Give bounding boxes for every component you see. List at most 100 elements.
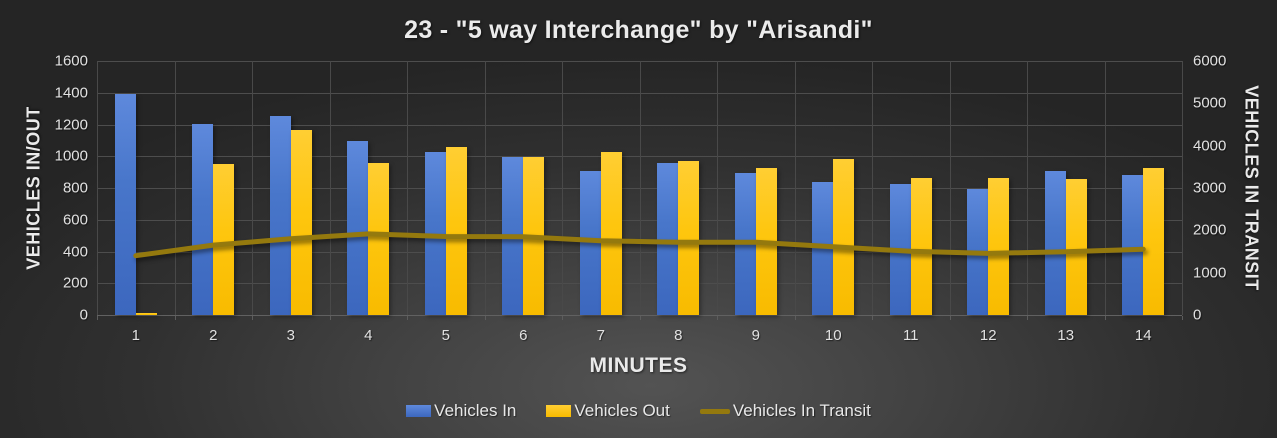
x-gridline xyxy=(872,61,873,315)
right-tick-label: 0 xyxy=(1193,306,1202,324)
x-tick-label: 12 xyxy=(979,327,997,344)
vehicles-in-bar xyxy=(579,170,601,315)
x-axis-tickmark xyxy=(1182,316,1183,320)
x-axis-tickmark xyxy=(639,316,641,320)
x-gridline xyxy=(562,61,563,315)
x-axis-tickmark xyxy=(949,316,951,320)
left-tick-label: 400 xyxy=(62,243,88,260)
x-gridline xyxy=(794,61,796,315)
right-tick-label: 6000 xyxy=(1193,52,1227,70)
x-tick-label: 7 xyxy=(596,327,605,344)
right-tick-label: 1000 xyxy=(1193,264,1227,282)
left-tick-label: 0 xyxy=(79,306,88,324)
vehicles-in-bar xyxy=(812,182,834,315)
vehicles-out-bar xyxy=(988,178,1010,315)
x-axis-line xyxy=(97,315,1182,316)
x-axis-tickmark xyxy=(407,316,408,320)
x-gridline xyxy=(329,61,331,315)
chart-title: 23 - "5 way Interchange" by "Arisandi" xyxy=(404,16,873,44)
x-axis-tickmark xyxy=(484,316,486,320)
x-axis-tickmark xyxy=(1027,316,1028,320)
vehicles-out-bar xyxy=(445,146,467,315)
x-axis-tick-labels: 1 2 3 4 5 6 7 8 9 10 11 12 13 14 xyxy=(97,327,1182,345)
x-gridline xyxy=(97,61,98,315)
x-axis-tickmark xyxy=(329,316,331,320)
legend-item-vehicles-in-transit: Vehicles In Transit xyxy=(699,401,871,421)
left-tick-label: 800 xyxy=(62,179,88,197)
x-tick-label: 4 xyxy=(364,327,373,344)
vehicles-out-bar xyxy=(910,178,932,315)
left-tick-label: 200 xyxy=(62,274,88,292)
legend-line-swatch-icon xyxy=(699,408,730,414)
x-axis-tickmark xyxy=(252,316,253,320)
right-tick-label: 2000 xyxy=(1193,221,1227,239)
left-axis-tick-labels: 0 200 400 600 800 1000 1200 1400 1600 xyxy=(38,53,88,324)
right-tick-label: 5000 xyxy=(1193,94,1227,112)
x-tick-label: 1 xyxy=(131,327,140,344)
vehicles-out-bar xyxy=(1065,179,1087,315)
left-tick-label: 1600 xyxy=(54,52,88,70)
vehicles-in-bar xyxy=(1122,174,1144,315)
x-gridline xyxy=(484,61,486,315)
vehicles-in-transit-line xyxy=(133,231,1146,259)
x-tick-label: 5 xyxy=(441,327,450,344)
left-tick-label: 1200 xyxy=(54,116,88,133)
legend-bar-swatch-icon xyxy=(406,405,432,417)
vehicles-out-bar xyxy=(290,130,312,315)
right-axis-tick-labels: 0 1000 2000 3000 4000 5000 6000 xyxy=(1193,53,1253,324)
x-tick-label: 8 xyxy=(674,327,683,344)
x-tick-label: 13 xyxy=(1057,327,1075,344)
vehicles-in-bar xyxy=(1044,170,1066,315)
x-tick-label: 2 xyxy=(209,327,218,344)
left-tick-label: 600 xyxy=(62,211,88,229)
vehicles-out-bar xyxy=(135,313,157,315)
left-tick-label: 1400 xyxy=(54,84,88,102)
x-gridline xyxy=(174,61,176,315)
x-axis-tickmark xyxy=(1104,316,1106,320)
x-axis-tickmark xyxy=(717,316,718,320)
x-axis-tickmark xyxy=(562,316,563,320)
right-tick-label: 4000 xyxy=(1193,137,1227,155)
x-gridline xyxy=(407,61,408,315)
x-gridline xyxy=(717,61,718,315)
vehicles-out-bar xyxy=(600,151,622,315)
legend-item-vehicles-in: Vehicles In xyxy=(406,401,516,421)
x-axis-tickmark xyxy=(174,316,176,320)
plot-area xyxy=(97,61,1183,320)
x-tick-label: 11 xyxy=(902,327,919,344)
legend-item-vehicles-out: Vehicles Out xyxy=(546,401,670,421)
x-axis-tickmark xyxy=(794,316,796,320)
x-axis-tickmark xyxy=(872,316,873,320)
x-tick-label: 3 xyxy=(286,327,295,344)
vehicles-in-bar xyxy=(347,141,369,315)
right-tick-label: 3000 xyxy=(1193,179,1227,197)
vehicles-out-bar xyxy=(678,161,700,315)
legend-label: Vehicles In xyxy=(434,401,517,420)
vehicles-in-bar xyxy=(269,115,291,315)
x-tick-label: 6 xyxy=(519,327,528,344)
vehicles-out-bar xyxy=(1143,168,1165,315)
left-tick-label: 1000 xyxy=(54,147,88,165)
x-gridline xyxy=(639,61,641,315)
x-axis-title: MINUTES xyxy=(589,354,688,377)
vehicles-in-bar xyxy=(114,94,136,315)
x-gridline xyxy=(252,61,253,315)
vehicles-out-bar xyxy=(368,162,390,315)
x-gridline xyxy=(1104,61,1106,315)
legend-bar-swatch-icon xyxy=(546,405,572,417)
x-gridline xyxy=(1027,61,1028,315)
legend-label: Vehicles Out xyxy=(574,401,670,420)
x-tick-label: 10 xyxy=(824,327,842,344)
legend: Vehicles In Vehicles Out Vehicles In Trans… xyxy=(0,399,1277,423)
vehicles-in-bar xyxy=(424,152,446,315)
legend-label: Vehicles In Transit xyxy=(732,401,871,420)
vehicles-in-bar xyxy=(192,123,214,315)
x-tick-label: 14 xyxy=(1134,327,1152,344)
vehicles-in-bar xyxy=(657,163,679,315)
vehicles-out-bar xyxy=(833,158,855,315)
x-axis-tickmark xyxy=(97,316,98,320)
x-gridline xyxy=(949,61,951,315)
x-tick-label: 9 xyxy=(751,327,760,344)
vehicles-out-bar xyxy=(213,164,235,315)
